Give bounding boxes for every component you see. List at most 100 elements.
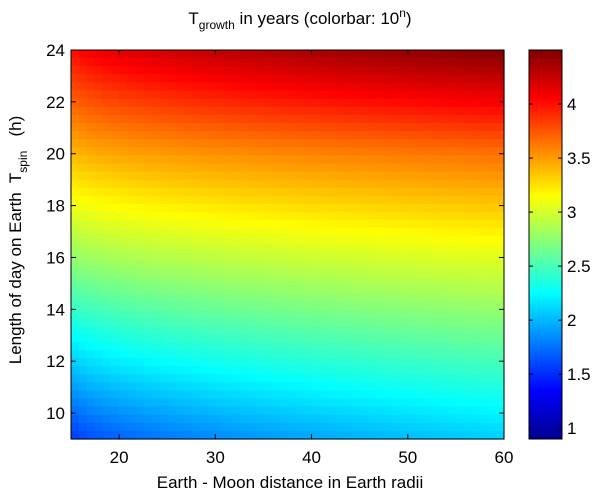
heatmap-cell: [479, 406, 489, 416]
heatmap-cell: [423, 228, 433, 237]
heatmap-cell: [87, 276, 96, 286]
heatmap-cell: [215, 357, 224, 367]
heatmap-cell: [95, 212, 104, 221]
heatmap-cell: [279, 187, 289, 197]
heatmap-cell: [447, 131, 457, 140]
heatmap-cell: [431, 382, 441, 391]
heatmap-cell: [263, 285, 273, 294]
heatmap-cell: [71, 244, 80, 254]
heatmap-cell: [199, 285, 208, 294]
heatmap-cell: [191, 390, 200, 400]
heatmap-cell: [127, 98, 136, 108]
heatmap-cell: [151, 333, 160, 343]
heatmap-cell: [303, 179, 313, 189]
heatmap-cell: [87, 414, 96, 424]
heatmap-cell: [255, 66, 265, 75]
heatmap-cell: [87, 309, 96, 319]
heatmap-cell: [399, 325, 409, 335]
heatmap-cell: [399, 301, 409, 310]
heatmap-cell: [383, 147, 393, 156]
heatmap-cell: [423, 309, 433, 319]
heatmap-cell: [191, 228, 200, 237]
heatmap-cell: [431, 325, 441, 335]
heatmap-cell: [191, 260, 200, 270]
heatmap-cell: [271, 390, 281, 400]
heatmap-cell: [327, 58, 337, 67]
heatmap-cell: [135, 333, 144, 343]
heatmap-cell: [327, 82, 337, 92]
heatmap-cell: [479, 58, 489, 67]
heatmap-cell: [223, 260, 232, 270]
heatmap-cell: [471, 349, 481, 359]
heatmap-cell: [287, 66, 297, 75]
heatmap-cell: [135, 414, 144, 424]
heatmap-cell: [295, 382, 305, 391]
heatmap-cell: [215, 66, 224, 75]
heatmap-cell: [207, 58, 216, 67]
heatmap-cell: [103, 366, 112, 375]
heatmap-cell: [487, 390, 497, 400]
heatmap-cell: [303, 122, 313, 132]
heatmap-cell: [119, 114, 128, 124]
heatmap-cell: [207, 430, 216, 440]
heatmap-cell: [391, 268, 401, 278]
heatmap-cell: [471, 236, 481, 246]
heatmap-cell: [343, 114, 353, 124]
heatmap-cell: [223, 268, 232, 278]
heatmap-cell: [399, 155, 409, 165]
heatmap-cell: [463, 398, 473, 408]
heatmap-cell: [103, 212, 112, 221]
heatmap-cell: [223, 366, 232, 375]
heatmap-cell: [303, 139, 313, 148]
heatmap-cell: [407, 212, 417, 221]
heatmap-cell: [359, 106, 369, 116]
heatmap-cell: [391, 195, 401, 205]
heatmap-cell: [295, 357, 305, 367]
heatmap-cell: [183, 82, 192, 92]
heatmap-cell: [351, 414, 361, 424]
heatmap-cell: [471, 187, 481, 197]
heatmap-cell: [159, 366, 168, 375]
heatmap-cell: [199, 179, 208, 189]
heatmap-cell: [439, 430, 449, 440]
heatmap-cell: [463, 212, 473, 221]
heatmap-cell: [71, 382, 80, 391]
heatmap-cell: [223, 406, 232, 416]
heatmap-cell: [223, 212, 232, 221]
heatmap-cell: [71, 366, 80, 375]
heatmap-cell: [383, 260, 393, 270]
heatmap-cell: [247, 268, 257, 278]
heatmap-cell: [463, 163, 473, 173]
heatmap-cell: [191, 317, 200, 327]
heatmap-cell: [239, 309, 249, 319]
heatmap-cell: [311, 349, 321, 359]
heatmap-cell: [247, 58, 257, 67]
heatmap-cell: [359, 414, 369, 424]
heatmap-cell: [159, 317, 168, 327]
heatmap-cell: [71, 349, 80, 359]
heatmap-cell: [175, 390, 184, 400]
heatmap-cell: [263, 406, 273, 416]
heatmap-cell: [295, 293, 305, 302]
heatmap-cell: [367, 220, 377, 229]
heatmap-cell: [103, 276, 112, 286]
heatmap-cell: [79, 325, 88, 335]
heatmap-cell: [135, 155, 144, 165]
heatmap-cell: [263, 244, 273, 254]
heatmap-cell: [191, 301, 200, 310]
heatmap-cell: [111, 276, 120, 286]
heatmap-cell: [471, 382, 481, 391]
heatmap-cell: [367, 147, 377, 156]
heatmap-cell: [471, 422, 481, 432]
heatmap-cell: [175, 268, 184, 278]
heatmap-cell: [239, 317, 249, 327]
heatmap-cell: [79, 341, 88, 351]
heatmap-cell: [415, 90, 425, 100]
heatmap-cell: [303, 414, 313, 424]
heatmap-cell: [407, 390, 417, 400]
heatmap-cell: [391, 374, 401, 383]
heatmap-cell: [255, 58, 265, 67]
heatmap-cell: [191, 430, 200, 440]
heatmap-cell: [111, 293, 120, 302]
heatmap-cell: [471, 268, 481, 278]
